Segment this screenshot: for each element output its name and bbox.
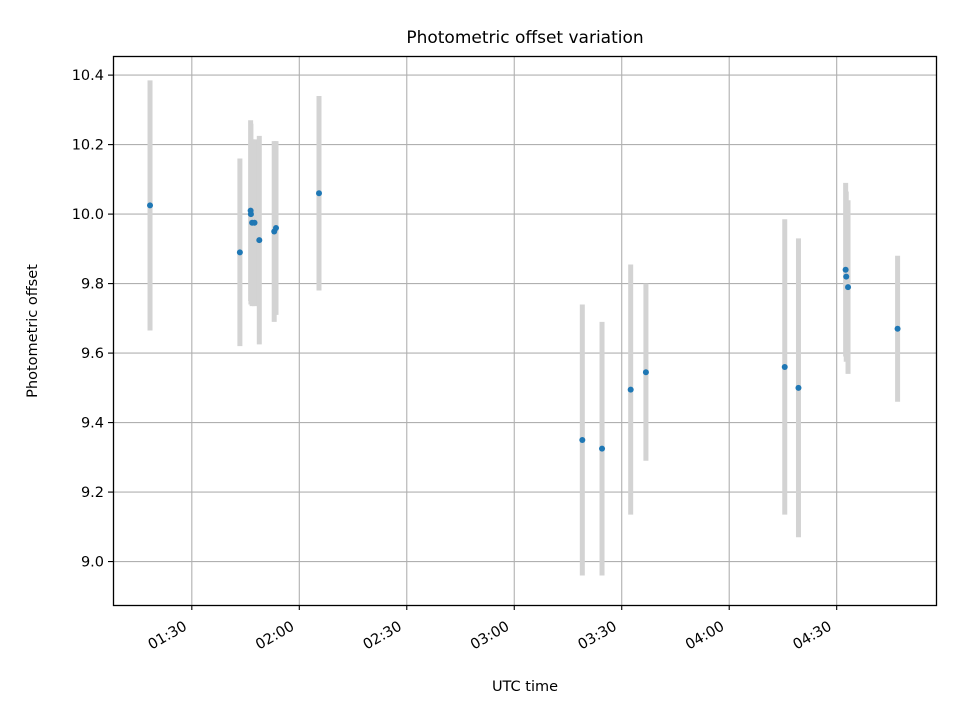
- data-point: [843, 273, 850, 280]
- data-point: [147, 202, 154, 209]
- y-tick-label: 10.2: [72, 138, 104, 154]
- data-point: [273, 224, 280, 231]
- data-point: [781, 363, 788, 370]
- data-point: [599, 445, 606, 452]
- chart-title: Photometric offset variation: [406, 28, 643, 48]
- y-tick-label: 9.0: [81, 555, 104, 571]
- data-point: [256, 237, 263, 244]
- data-point: [316, 190, 322, 197]
- data-point: [845, 284, 852, 291]
- data-points: [147, 190, 901, 452]
- data-point: [251, 219, 258, 226]
- y-tick-label: 10.0: [72, 207, 104, 223]
- data-point: [247, 211, 254, 218]
- data-point: [579, 436, 586, 443]
- data-point: [627, 386, 634, 393]
- data-point: [842, 266, 849, 273]
- data-point: [642, 369, 649, 376]
- y-tick-label: 10.4: [72, 68, 104, 84]
- y-tick-label: 9.2: [81, 485, 104, 501]
- y-tick-label: 9.6: [81, 346, 104, 362]
- data-point: [894, 325, 901, 332]
- y-tick-label: 9.8: [81, 277, 104, 293]
- plot-frame: [112, 55, 938, 607]
- y-tick-label: 9.4: [81, 416, 104, 432]
- y-axis-label: Photometric offset: [25, 264, 41, 398]
- x-axis-label: UTC time: [492, 679, 558, 695]
- data-point: [236, 249, 243, 256]
- data-point: [795, 384, 802, 391]
